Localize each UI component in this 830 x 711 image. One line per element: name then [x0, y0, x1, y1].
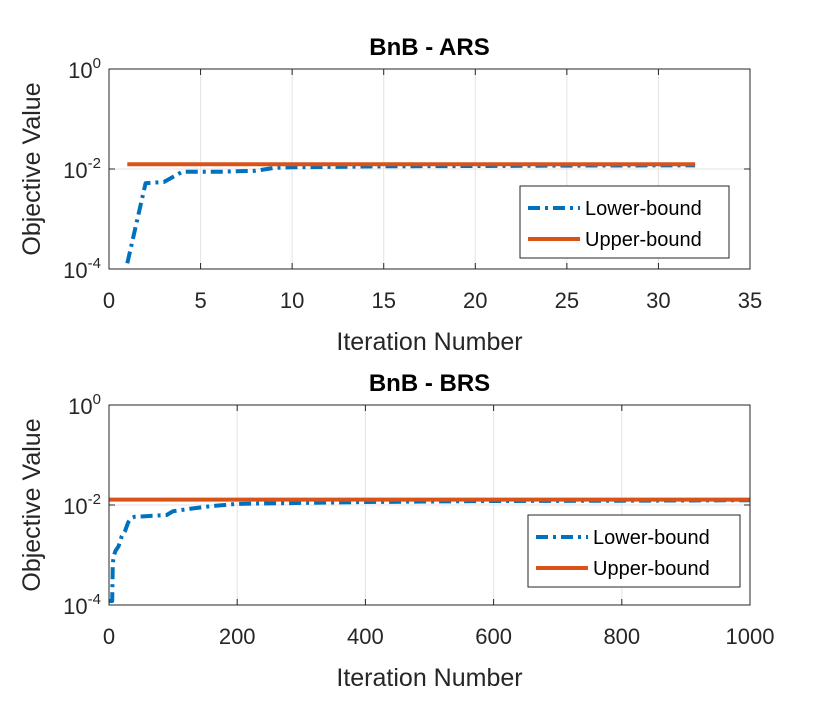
chart-1: 0 5 10 15 20 25 30 35 10-4 10-2 100 BnB - ARS Iterat…	[18, 34, 762, 356]
y-tick-label: 10-2	[63, 491, 101, 519]
legend: Lower-bound Upper-bound	[519, 185, 730, 259]
series-line-lower-bound	[109, 498, 751, 603]
x-tick-label: 200	[219, 624, 256, 649]
x-tick-label: 15	[371, 288, 395, 313]
legend-label: Lower-bound	[593, 527, 710, 549]
x-tick-label: 30	[646, 288, 670, 313]
y-tick-label: 10-4	[63, 255, 101, 283]
legend-box	[527, 514, 741, 588]
y-axis-label: Objective Value	[18, 82, 46, 255]
legend-label: Upper-bound	[585, 229, 702, 251]
x-tick-label: 20	[463, 288, 487, 313]
legend-box	[519, 185, 730, 259]
y-axis-label: Objective Value	[18, 418, 46, 591]
x-tick-label: 0	[103, 288, 115, 313]
legend-label: Lower-bound	[585, 198, 702, 220]
x-tick-label: 600	[475, 624, 512, 649]
x-tick-label: 25	[555, 288, 579, 313]
x-tick-label: 35	[738, 288, 762, 313]
chart-2: 0 200 400 600 800 1000 10-4 10-2 100 BnB - BRS Ite…	[18, 370, 774, 692]
y-tick-label: 100	[68, 55, 101, 83]
y-tick-label: 10-2	[63, 155, 101, 183]
chart-title: BnB - BRS	[369, 370, 490, 397]
legend: Lower-bound Upper-bound	[527, 514, 741, 588]
x-tick-label: 5	[194, 288, 206, 313]
x-tick-label: 800	[603, 624, 640, 649]
x-tick-label: 1000	[726, 624, 775, 649]
y-tick-label: 100	[68, 391, 101, 419]
x-axis-label: Iteration Number	[336, 328, 522, 356]
legend-label: Upper-bound	[593, 558, 710, 580]
x-tick-label: 400	[347, 624, 384, 649]
x-tick-label: 10	[280, 288, 304, 313]
x-tick-label: 0	[103, 624, 115, 649]
x-axis-label: Iteration Number	[336, 664, 522, 692]
chart-title: BnB - ARS	[369, 34, 489, 61]
y-tick-label: 10-4	[63, 591, 101, 619]
